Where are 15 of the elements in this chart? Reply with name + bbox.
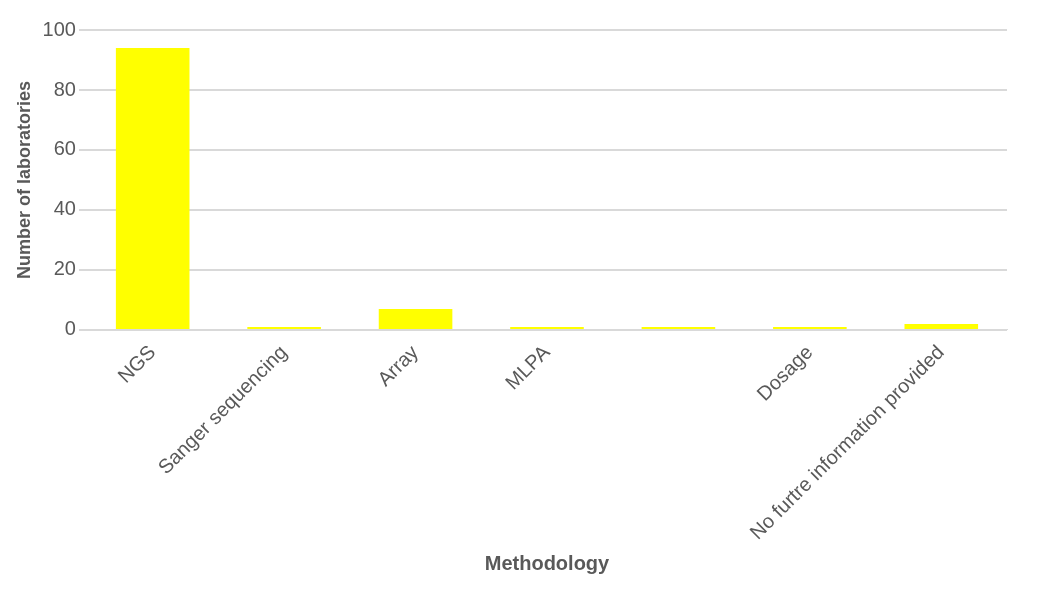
- bar: [641, 326, 716, 329]
- y-axis-title: Number of laboratories: [13, 80, 34, 279]
- y-tick-label: 40: [53, 197, 76, 220]
- bar: [510, 326, 584, 329]
- bar: [773, 326, 847, 329]
- y-tick-label: 20: [53, 257, 76, 280]
- bar: [378, 308, 453, 329]
- x-axis-title: Methodology: [484, 551, 611, 574]
- y-tick-label: 80: [53, 77, 76, 100]
- bar: [115, 48, 190, 329]
- y-tick-label: 100: [42, 17, 76, 40]
- bar: [247, 326, 321, 329]
- bar: [904, 323, 979, 329]
- y-tick-label: 0: [64, 317, 76, 340]
- y-tick-label: 60: [53, 137, 76, 160]
